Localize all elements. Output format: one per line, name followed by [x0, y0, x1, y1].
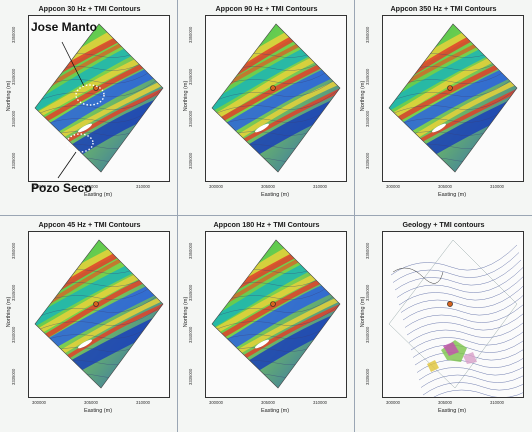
x-tick-label: 310000 — [313, 184, 327, 189]
survey-outline — [211, 239, 341, 389]
survey-outline — [211, 23, 341, 173]
panel-title: Appcon 350 Hz + TMI Contours — [390, 4, 497, 13]
conductivity-map — [205, 231, 347, 398]
conductivity-band — [212, 24, 340, 97]
x-tick-label: 305000 — [438, 400, 452, 405]
x-tick-label: 310000 — [490, 184, 504, 189]
conductivity-band — [35, 72, 163, 163]
x-tick-label: 305000 — [261, 184, 275, 189]
conductivity-map — [382, 15, 524, 182]
geology-map — [382, 231, 524, 398]
tmi-contour — [212, 82, 340, 119]
conductivity-band — [389, 24, 517, 97]
conductivity-band — [35, 288, 163, 379]
map-panel: Appcon 45 Hz + TMI Contours Northing (m)… — [2, 217, 177, 429]
conductivity-band — [389, 81, 517, 170]
pointer-line — [61, 41, 85, 87]
x-tick-label: 305000 — [438, 184, 452, 189]
conductivity-map — [28, 15, 170, 182]
x-tick-label: 305000 — [261, 400, 275, 405]
conductivity-band — [35, 81, 163, 170]
pointer-line — [57, 151, 77, 179]
target-marker — [270, 85, 276, 91]
x-tick-label: 310000 — [313, 400, 327, 405]
divider — [177, 0, 178, 432]
tmi-contour — [35, 82, 163, 119]
conductivity-band — [35, 24, 163, 93]
map-panel: Geology + TMI contours Northing (m) 335000… — [356, 217, 531, 429]
x-axis-label: Easting (m) — [260, 408, 290, 414]
divider — [0, 215, 532, 216]
map-panel: Appcon 90 Hz + TMI Contours Northing (m)… — [179, 1, 354, 213]
panel-title: Geology + TMI contours — [402, 220, 485, 229]
panel-title: Appcon 45 Hz + TMI Contours — [38, 220, 141, 229]
conductivity-band — [212, 72, 340, 163]
panel-title: Appcon 90 Hz + TMI Contours — [215, 4, 318, 13]
x-tick-label: 305000 — [84, 184, 98, 189]
conductivity-band — [212, 297, 340, 386]
x-tick-label: 300000 — [386, 184, 400, 189]
x-tick-label: 300000 — [209, 184, 223, 189]
x-axis-label: Easting (m) — [260, 192, 290, 198]
conductivity-band — [389, 24, 517, 92]
tmi-contour — [389, 82, 517, 119]
survey-outline — [34, 23, 164, 173]
conductivity-band — [212, 240, 340, 309]
x-axis-label: Easting (m) — [437, 408, 467, 414]
conductivity-band — [35, 240, 163, 313]
target-marker — [93, 301, 99, 307]
target-circle — [66, 133, 94, 153]
x-axis-label: Easting (m) — [83, 408, 113, 414]
x-tick-label: 310000 — [136, 184, 150, 189]
x-tick-label: 300000 — [209, 400, 223, 405]
anomaly-highlight — [78, 123, 92, 133]
survey-outline — [34, 239, 164, 389]
jose-manto-label: Jose Manto — [31, 20, 98, 34]
conductivity-band — [212, 288, 340, 379]
tmi-contour — [212, 285, 340, 322]
x-tick-label: 305000 — [84, 400, 98, 405]
x-axis-label: Easting (m) — [437, 192, 467, 198]
tmi-contour — [35, 69, 163, 106]
x-tick-label: 310000 — [136, 400, 150, 405]
x-tick-label: 300000 — [32, 400, 46, 405]
tmi-contour — [212, 69, 340, 106]
conductivity-band — [212, 81, 340, 170]
target-circle — [75, 84, 105, 106]
conductivity-band — [212, 240, 340, 313]
conductivity-band — [212, 24, 340, 93]
map-panel: Appcon 180 Hz + TMI Contours Northing (m… — [179, 217, 354, 429]
target-marker — [447, 85, 453, 91]
tmi-contour — [212, 298, 340, 335]
conductivity-band — [35, 24, 163, 97]
conductivity-band — [35, 240, 163, 308]
anomaly-highlight — [255, 123, 269, 133]
target-marker — [270, 301, 276, 307]
x-tick-label: 300000 — [32, 184, 46, 189]
tmi-contour — [35, 285, 163, 322]
conductivity-map — [205, 15, 347, 182]
conductivity-map — [28, 231, 170, 398]
x-tick-label: 300000 — [386, 400, 400, 405]
divider — [354, 0, 355, 432]
tmi-contour — [389, 69, 517, 106]
panel-title: Appcon 180 Hz + TMI Contours — [213, 220, 320, 229]
anomaly-highlight — [78, 339, 92, 349]
conductivity-band — [389, 72, 517, 163]
x-axis-label: Easting (m) — [83, 192, 113, 198]
map-panel: Appcon 350 Hz + TMI Contours Northing (m… — [356, 1, 531, 213]
anomaly-highlight — [255, 339, 269, 349]
pozo-seco-label: Pozo Seco — [31, 181, 92, 195]
panel-title: Appcon 30 Hz + TMI Contours — [38, 4, 141, 13]
survey-outline — [388, 23, 518, 173]
conductivity-band — [35, 297, 163, 386]
x-tick-label: 310000 — [490, 400, 504, 405]
tmi-contour — [35, 298, 163, 335]
map-panel: Appcon 30 Hz + TMI Contours Northing (m)… — [2, 1, 177, 213]
anomaly-highlight — [432, 123, 446, 133]
